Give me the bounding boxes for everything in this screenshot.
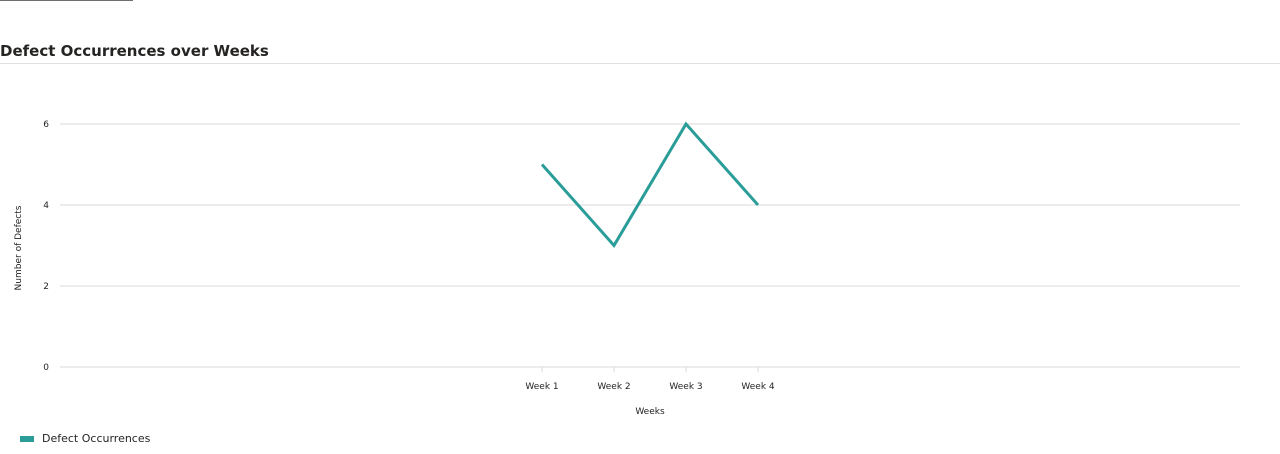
y-tick-label: 6 bbox=[43, 120, 49, 130]
gridlines bbox=[60, 123, 1240, 368]
y-tick-label: 4 bbox=[43, 201, 49, 211]
title-divider bbox=[0, 63, 1280, 64]
x-tick-label: Week 3 bbox=[669, 382, 702, 392]
series-lines bbox=[540, 121, 760, 249]
y-tick-labels: 0 2 4 6 bbox=[43, 120, 49, 373]
panel-title: Defect Occurrences over Weeks bbox=[0, 42, 269, 60]
x-tick-label: Week 2 bbox=[597, 382, 630, 392]
x-tick-labels: Week 1 Week 2 Week 3 Week 4 bbox=[525, 367, 775, 392]
y-tick-label: 2 bbox=[43, 282, 49, 292]
legend[interactable]: Defect Occurrences bbox=[20, 432, 150, 445]
x-axis-label: Weeks bbox=[635, 407, 665, 417]
legend-label: Defect Occurrences bbox=[42, 432, 151, 445]
x-tick-label: Week 1 bbox=[525, 382, 558, 392]
y-tick-label: 0 bbox=[43, 363, 49, 373]
y-axis-label: Number of Defects bbox=[14, 205, 24, 290]
tab-underline bbox=[0, 0, 133, 1]
legend-swatch bbox=[20, 435, 34, 442]
x-tick-label: Week 4 bbox=[741, 382, 775, 392]
series-line-0[interactable] bbox=[540, 121, 760, 249]
